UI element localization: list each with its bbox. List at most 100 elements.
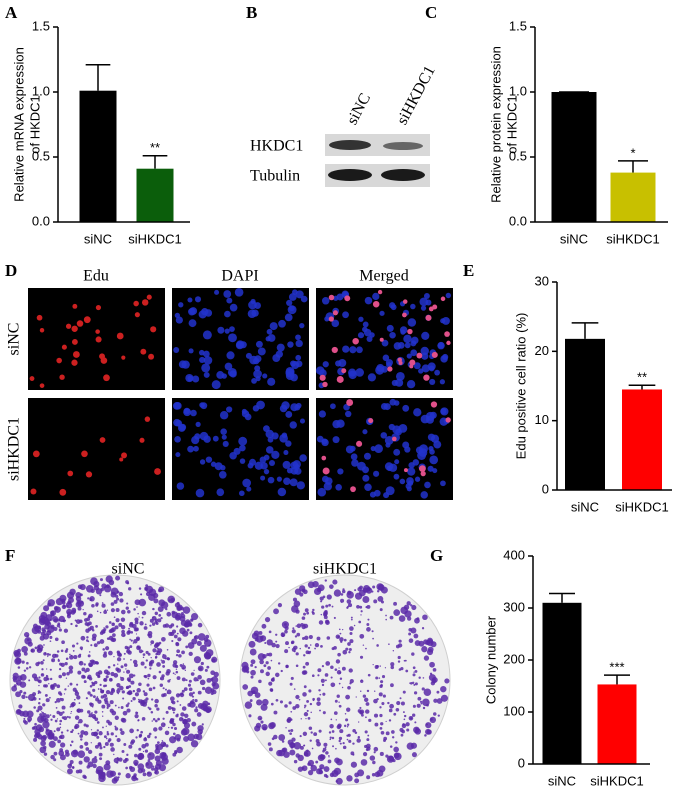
colony [85,585,94,593]
colony [297,766,304,772]
colony [140,661,145,666]
colony [421,687,425,691]
colony [244,701,253,709]
colony [179,704,182,706]
edu-cell [341,368,347,374]
colony [171,629,177,634]
colony [411,752,417,758]
colony [379,706,382,709]
edu-cell [81,450,88,458]
colony [339,632,342,635]
colony [160,676,165,681]
colony [293,600,301,608]
colony [259,659,264,665]
nucleus [226,351,235,360]
colony [341,686,344,689]
colony [188,692,194,697]
colony [77,750,86,758]
colony [333,646,337,650]
colony [98,744,102,747]
colony [406,728,410,732]
nucleus [234,287,244,297]
edu-cell [139,437,145,443]
colony [158,613,162,617]
nucleus [253,369,262,379]
colony [85,697,88,700]
colony [95,662,97,664]
colony [402,723,405,726]
edu-cell [344,295,351,302]
colony [152,607,155,611]
nucleus [321,297,330,305]
nucleus [429,411,437,419]
colony [171,707,176,712]
colony [316,741,321,747]
colony [176,649,181,654]
colony [154,763,162,770]
colony [343,724,347,728]
edu-cell [321,455,327,461]
colony [360,610,363,613]
colony [312,580,319,588]
colony [193,669,195,671]
colony [284,623,287,626]
colony [37,690,41,693]
colony [174,673,176,675]
colony [322,595,326,599]
colony [403,718,406,721]
colony [109,691,114,696]
colony [85,747,90,751]
colony [69,763,72,766]
nucleus [349,346,357,354]
nucleus [374,444,383,453]
colony [359,605,363,609]
edu-cell [397,357,403,363]
colony [346,723,350,726]
y-tick-label: 1.5 [509,18,527,33]
colony [412,713,416,717]
colony [45,614,53,622]
colony [94,744,99,749]
colony [158,726,163,731]
colony [59,726,62,729]
colony [331,736,335,740]
edu-cell [420,470,426,477]
nucleus [219,411,229,420]
colony [42,659,45,662]
colony [96,721,100,724]
colony [312,612,315,615]
colony [56,650,60,653]
colony [99,594,102,597]
colony [27,716,33,722]
nucleus [194,296,202,303]
colony [193,677,198,682]
colony [189,701,196,708]
colony [176,625,179,628]
nucleus [239,458,246,464]
nucleus [335,483,342,491]
colony [184,713,189,718]
colony [248,714,252,718]
bar [622,389,662,490]
colony [337,652,341,657]
nucleus [188,319,197,328]
column-label: Edu [83,268,109,285]
colony [278,734,286,741]
colony [285,641,289,646]
colony [393,712,397,716]
nucleus [386,465,393,472]
colony [190,740,199,748]
nucleus [363,452,371,460]
nucleus [195,488,205,498]
nucleus [228,333,237,343]
colony [265,671,270,677]
colony [205,649,214,657]
colony [70,710,73,713]
colony [59,748,64,752]
edu-cell [154,468,161,475]
colony [80,730,85,735]
colony [293,646,295,648]
colony [431,678,437,684]
colony [196,712,202,717]
colony [376,644,379,647]
